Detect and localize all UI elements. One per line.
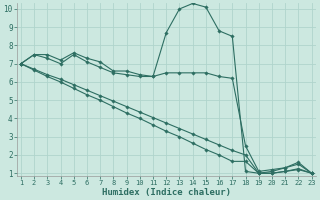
X-axis label: Humidex (Indice chaleur): Humidex (Indice chaleur) — [102, 188, 231, 197]
